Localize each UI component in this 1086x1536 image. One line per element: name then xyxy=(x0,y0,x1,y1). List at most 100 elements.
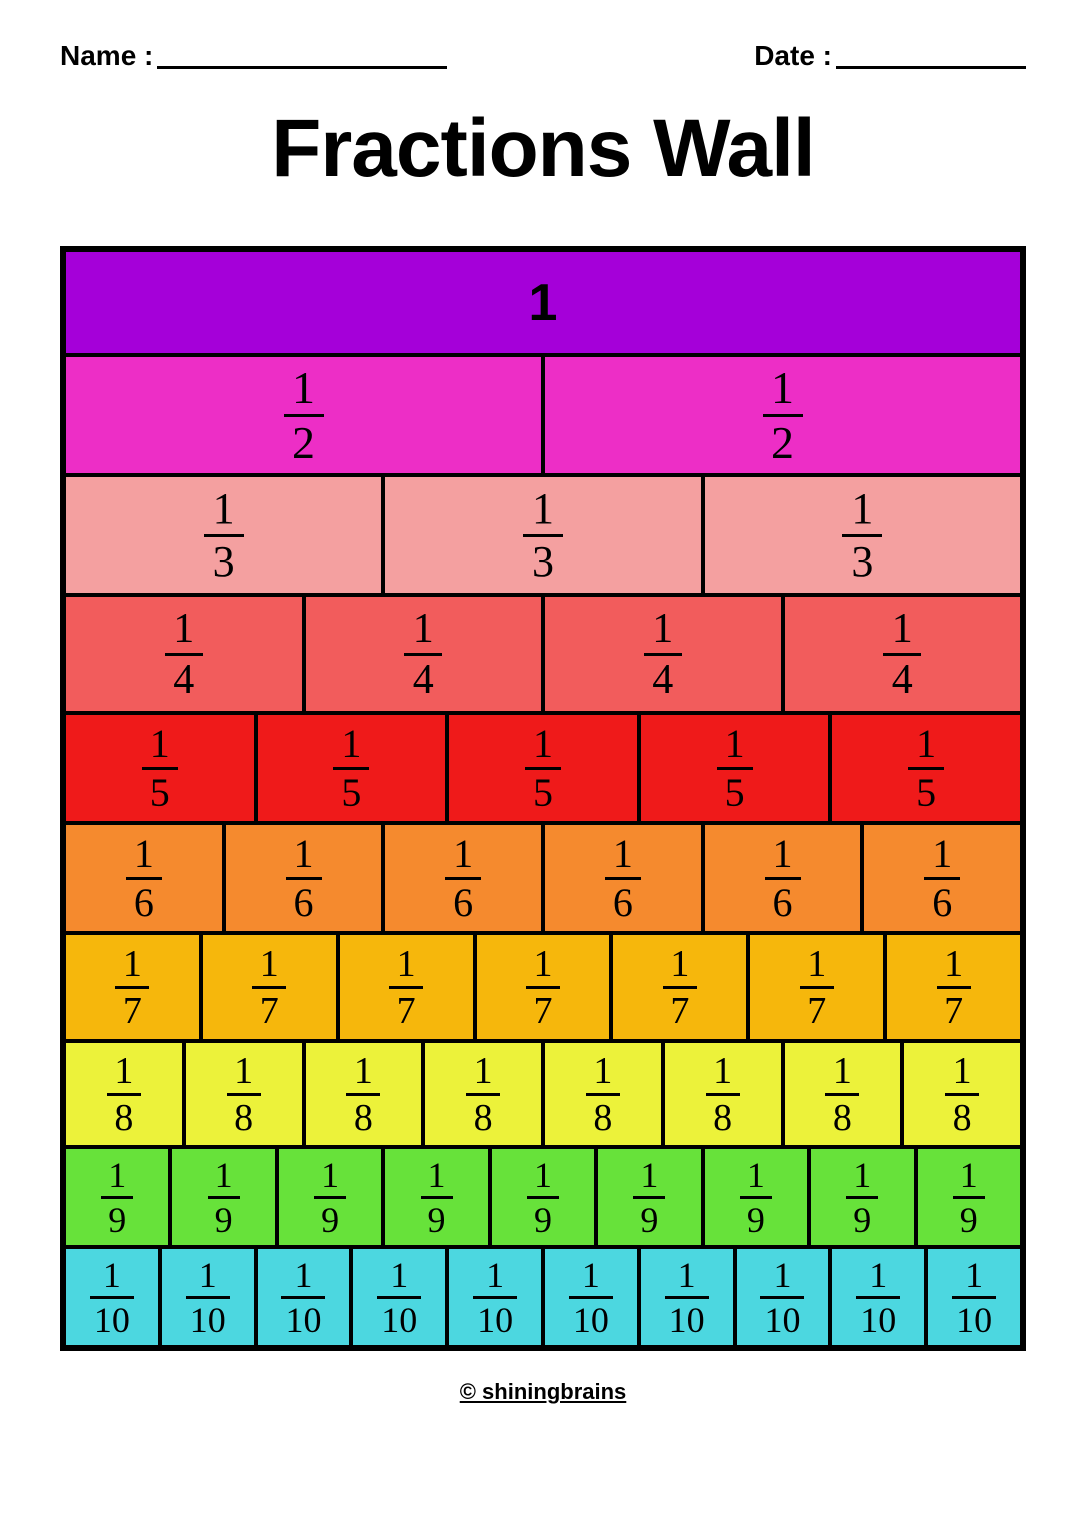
fraction-numerator: 1 xyxy=(213,487,235,531)
fraction-denominator: 10 xyxy=(669,1302,705,1338)
fraction-label: 18 xyxy=(466,1052,500,1137)
fraction-cell: 12 xyxy=(543,355,1022,475)
fraction-cell: 110 xyxy=(160,1247,256,1347)
fraction-label: 16 xyxy=(605,834,641,923)
fraction-cell: 19 xyxy=(916,1147,1022,1247)
name-label: Name : xyxy=(60,40,153,72)
fraction-cell: 17 xyxy=(475,933,612,1041)
fraction-cell: 110 xyxy=(543,1247,639,1347)
fraction-numerator: 1 xyxy=(294,834,314,874)
fraction-cell: 1 xyxy=(64,250,1022,355)
fraction-denominator: 7 xyxy=(944,992,963,1030)
fraction-numerator: 1 xyxy=(453,834,473,874)
fraction-bar xyxy=(165,653,203,656)
fraction-numerator: 1 xyxy=(215,1157,233,1193)
fraction-label: 19 xyxy=(208,1157,240,1238)
fraction-cell: 19 xyxy=(596,1147,702,1247)
fraction-label: 16 xyxy=(126,834,162,923)
fraction-bar xyxy=(945,1093,979,1096)
fraction-numerator: 1 xyxy=(532,487,554,531)
fraction-label: 15 xyxy=(525,724,561,813)
fraction-denominator: 4 xyxy=(413,659,434,701)
fraction-denominator: 3 xyxy=(851,540,873,584)
fraction-denominator: 7 xyxy=(397,992,416,1030)
fraction-denominator: 5 xyxy=(533,773,553,813)
date-label: Date : xyxy=(754,40,832,72)
fraction-bar xyxy=(644,653,682,656)
fraction-cell: 18 xyxy=(783,1041,903,1147)
fraction-label: 14 xyxy=(165,608,203,701)
fraction-label: 18 xyxy=(346,1052,380,1137)
fraction-denominator: 3 xyxy=(532,540,554,584)
fraction-denominator: 5 xyxy=(150,773,170,813)
fraction-bar xyxy=(937,986,971,989)
fraction-cell: 110 xyxy=(351,1247,447,1347)
fraction-numerator: 1 xyxy=(892,608,913,650)
page-title: Fractions Wall xyxy=(60,102,1026,196)
fraction-denominator: 7 xyxy=(260,992,279,1030)
fraction-cell: 15 xyxy=(256,713,448,823)
fraction-label: 18 xyxy=(825,1052,859,1137)
fraction-row-4: 14141414 xyxy=(64,595,1022,713)
fraction-denominator: 10 xyxy=(860,1302,896,1338)
fraction-numerator: 1 xyxy=(582,1257,600,1293)
fraction-label: 12 xyxy=(284,365,324,466)
fraction-denominator: 6 xyxy=(773,883,793,923)
fraction-label: 14 xyxy=(883,608,921,701)
fraction-bar xyxy=(953,1196,985,1199)
fraction-label: 17 xyxy=(115,945,149,1030)
fraction-cell: 16 xyxy=(224,823,384,933)
fraction-numerator: 1 xyxy=(853,1157,871,1193)
fraction-bar xyxy=(586,1093,620,1096)
fraction-bar xyxy=(107,1093,141,1096)
fraction-denominator: 7 xyxy=(123,992,142,1030)
date-field: Date : xyxy=(754,40,1026,72)
fraction-cell: 19 xyxy=(703,1147,809,1247)
fraction-cell: 15 xyxy=(830,713,1022,823)
fraction-denominator: 6 xyxy=(453,883,473,923)
fraction-numerator: 1 xyxy=(103,1257,121,1293)
fraction-denominator: 9 xyxy=(640,1202,658,1238)
fraction-label: 14 xyxy=(404,608,442,701)
fraction-denominator: 9 xyxy=(960,1202,978,1238)
fraction-numerator: 1 xyxy=(341,724,361,764)
fraction-numerator: 1 xyxy=(134,834,154,874)
fraction-cell: 15 xyxy=(64,713,256,823)
fraction-bar xyxy=(526,986,560,989)
name-input-line[interactable] xyxy=(157,66,447,69)
fraction-label: 110 xyxy=(186,1257,230,1338)
fraction-numerator: 1 xyxy=(613,834,633,874)
fraction-bar xyxy=(389,986,423,989)
fraction-denominator: 5 xyxy=(725,773,745,813)
fraction-denominator: 2 xyxy=(771,420,794,466)
fraction-numerator: 1 xyxy=(725,724,745,764)
fraction-label: 16 xyxy=(765,834,801,923)
fraction-label: 19 xyxy=(527,1157,559,1238)
fraction-label: 18 xyxy=(227,1052,261,1137)
fraction-numerator: 1 xyxy=(932,834,952,874)
fraction-label: 110 xyxy=(665,1257,709,1338)
date-input-line[interactable] xyxy=(836,66,1026,69)
fraction-cell: 19 xyxy=(277,1147,383,1247)
fraction-denominator: 8 xyxy=(593,1099,612,1137)
fraction-cell: 18 xyxy=(423,1041,543,1147)
fraction-numerator: 1 xyxy=(851,487,873,531)
fraction-row-3: 131313 xyxy=(64,475,1022,595)
fraction-numerator: 1 xyxy=(833,1052,852,1090)
fraction-numerator: 1 xyxy=(294,1257,312,1293)
fraction-numerator: 1 xyxy=(413,608,434,650)
fraction-bar xyxy=(825,1093,859,1096)
fraction-label: 13 xyxy=(842,487,882,584)
fraction-cell: 18 xyxy=(304,1041,424,1147)
fraction-label: 17 xyxy=(526,945,560,1030)
fraction-numerator: 1 xyxy=(234,1052,253,1090)
fraction-label: 17 xyxy=(663,945,697,1030)
fraction-denominator: 8 xyxy=(833,1099,852,1137)
fraction-denominator: 4 xyxy=(652,659,673,701)
fraction-numerator: 1 xyxy=(534,1157,552,1193)
fraction-row-2: 12 12 xyxy=(64,355,1022,475)
fraction-bar xyxy=(633,1196,665,1199)
fraction-bar xyxy=(404,653,442,656)
fraction-label: 19 xyxy=(846,1157,878,1238)
fraction-numerator: 1 xyxy=(390,1257,408,1293)
